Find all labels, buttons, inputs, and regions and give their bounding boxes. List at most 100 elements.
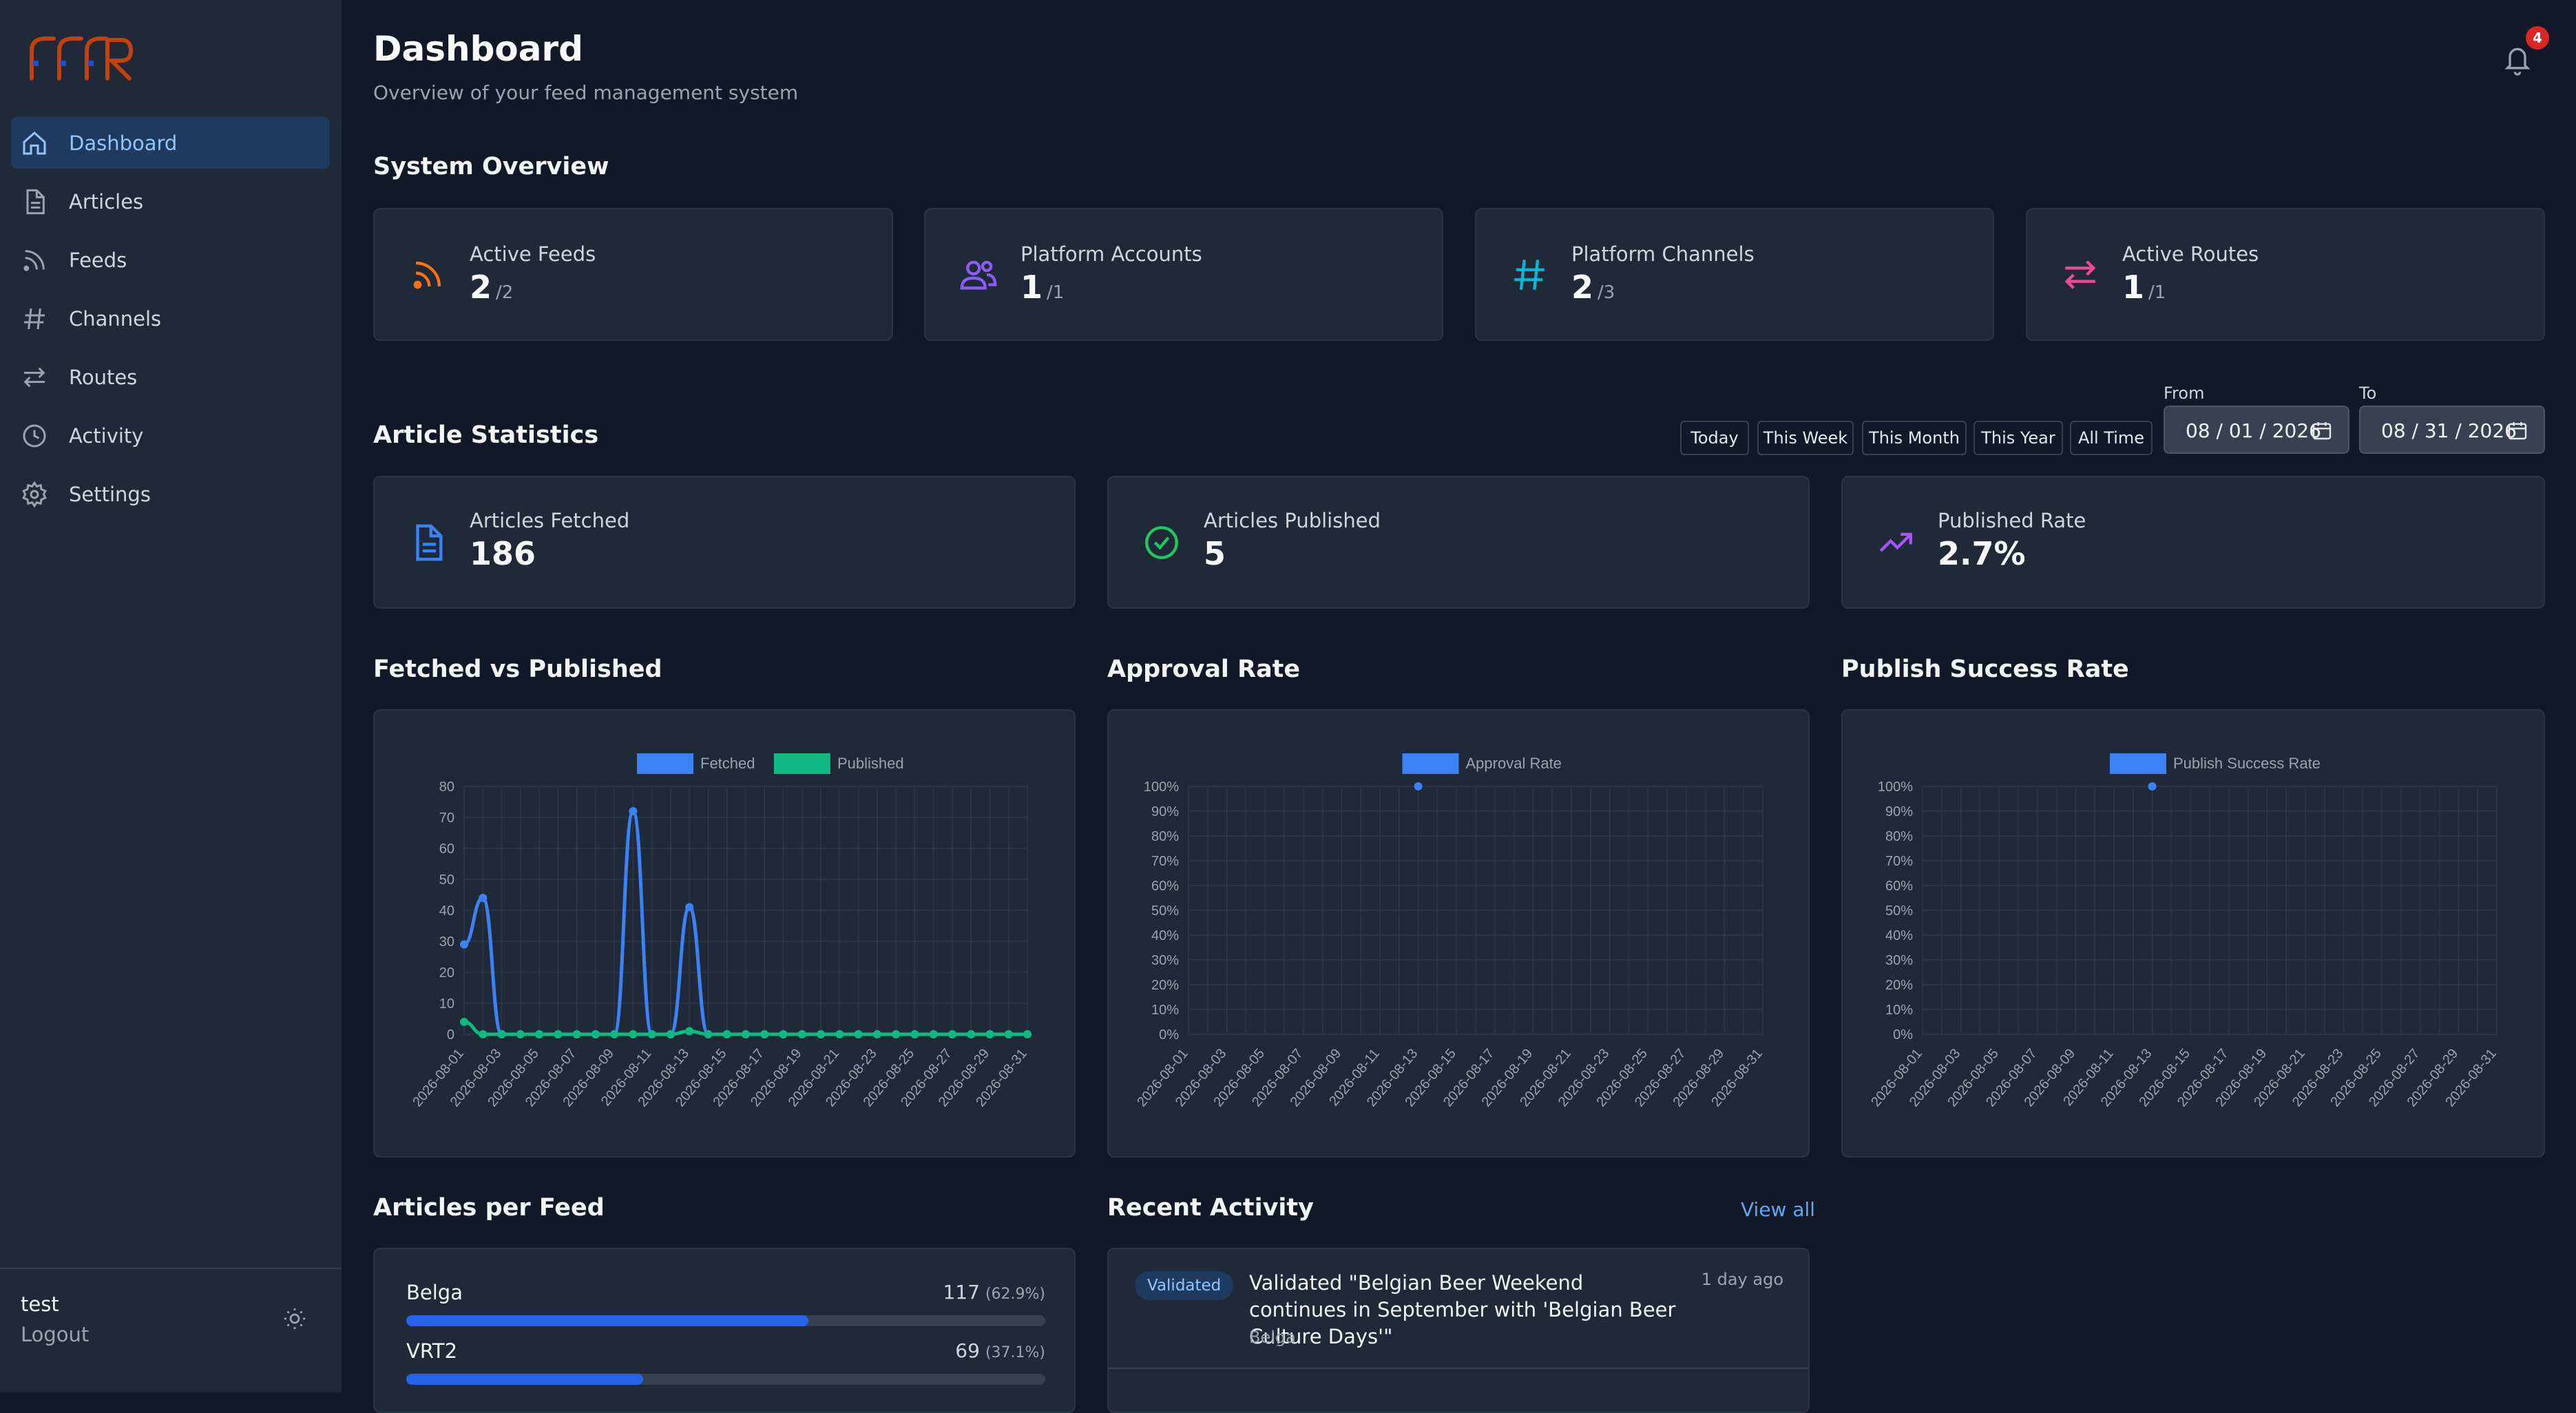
articles-per-feed-card: Belga 117 (62.9%) VRT2 69 (37.1%) xyxy=(373,1248,1076,1413)
recent-activity-title: Recent Activity xyxy=(1107,1194,1314,1222)
sidebar-item-activity[interactable]: Activity xyxy=(11,410,330,461)
y-tick-label: 20% xyxy=(1151,978,1179,993)
notification-badge: 4 xyxy=(2526,26,2549,50)
active-routes-card[interactable]: Active Routes 1/1 xyxy=(2026,208,2545,341)
card-value-total: /1 xyxy=(1047,282,1065,303)
y-tick-label: 80% xyxy=(1151,829,1179,844)
data-point xyxy=(666,1030,675,1038)
data-point xyxy=(929,1030,938,1038)
card-label: Platform Accounts xyxy=(1020,242,1202,266)
y-tick-label: 70% xyxy=(1151,854,1179,869)
range-week-button[interactable]: This Week xyxy=(1757,421,1854,455)
to-date-input[interactable]: 08 / 31 / 2026 xyxy=(2359,406,2545,454)
legend-swatch xyxy=(1402,753,1459,774)
data-point xyxy=(685,1027,694,1036)
card-value-total: /1 xyxy=(2148,282,2166,303)
card-label: Platform Channels xyxy=(1571,242,1755,266)
card-value: 2/2 xyxy=(470,269,513,306)
published-rate-card[interactable]: Published Rate 2.7% xyxy=(1841,476,2545,609)
trend-up-icon xyxy=(1879,532,1912,552)
sidebar-item-channels[interactable]: Channels xyxy=(11,293,330,344)
logout-link[interactable]: Logout xyxy=(21,1323,90,1346)
y-tick-label: 100% xyxy=(1144,779,1179,795)
articles-published-card[interactable]: Articles Published 5 xyxy=(1107,476,1810,609)
legend-label: Publish Success Rate xyxy=(2173,755,2321,772)
data-point xyxy=(760,1030,769,1038)
y-tick-label: 10% xyxy=(1151,1003,1179,1018)
page-title: Dashboard xyxy=(373,29,583,69)
data-point xyxy=(779,1030,788,1038)
feed-name: VRT2 xyxy=(406,1339,458,1363)
sidebar-item-routes[interactable]: Routes xyxy=(11,351,330,403)
y-tick-label: 0% xyxy=(1159,1027,1179,1043)
data-point xyxy=(460,1018,468,1026)
from-label: From xyxy=(2164,384,2205,403)
feed-count: 69 (37.1%) xyxy=(955,1339,1045,1362)
bell-icon[interactable] xyxy=(2502,43,2533,76)
y-tick-label: 50 xyxy=(439,872,454,888)
hash-icon xyxy=(24,308,45,330)
data-point xyxy=(1414,782,1423,791)
sidebar-item-feeds[interactable]: Feeds xyxy=(11,234,330,286)
data-point xyxy=(479,894,488,902)
feed-count-number: 117 xyxy=(943,1281,980,1304)
card-value-total: /2 xyxy=(496,282,514,303)
y-tick-label: 30% xyxy=(1151,953,1179,968)
platform-accounts-card[interactable]: Platform Accounts 1/1 xyxy=(924,208,1443,341)
articles-fetched-card[interactable]: Articles Fetched 186 xyxy=(373,476,1076,609)
sidebar-item-dashboard[interactable]: Dashboard xyxy=(11,117,330,169)
y-tick-label: 0 xyxy=(447,1027,454,1043)
document-icon xyxy=(26,189,45,215)
range-all-time-button[interactable]: All Time xyxy=(2070,421,2153,455)
card-label: Articles Published xyxy=(1204,509,1381,532)
calendar-icon[interactable] xyxy=(2311,419,2333,441)
range-year-button[interactable]: This Year xyxy=(1973,421,2063,455)
view-all-link[interactable]: View all xyxy=(1741,1198,1816,1221)
fetched-vs-published-chart: 0 10 20 30 40 50 60 70 80 2026-08-01 2026-08-03 202… xyxy=(373,709,1076,1158)
data-point xyxy=(460,940,468,949)
hash-icon xyxy=(1514,260,1544,290)
sidebar-item-label: Articles xyxy=(69,189,144,213)
to-label: To xyxy=(2359,384,2377,403)
data-point xyxy=(2148,782,2157,791)
sidebar-item-settings[interactable]: Settings xyxy=(11,468,330,520)
y-tick-label: 10% xyxy=(1885,1003,1913,1018)
y-tick-label: 40% xyxy=(1885,928,1913,943)
sidebar: Dashboard Articles Feeds Channels Routes… xyxy=(0,0,342,1392)
app-logo[interactable] xyxy=(26,30,136,85)
range-today-button[interactable]: Today xyxy=(1680,421,1749,455)
platform-channels-card[interactable]: Platform Channels 2/3 xyxy=(1475,208,1994,341)
sun-icon[interactable] xyxy=(282,1306,307,1331)
data-point xyxy=(629,807,638,815)
data-point xyxy=(591,1030,600,1038)
data-point xyxy=(610,1030,619,1038)
feed-progress-track xyxy=(406,1374,1045,1385)
data-point xyxy=(1023,1030,1032,1038)
activity-text[interactable]: Validated "Belgian Beer Weekend continue… xyxy=(1249,1271,1676,1348)
check-circle-icon xyxy=(1145,526,1178,559)
range-month-button[interactable]: This Month xyxy=(1862,421,1967,455)
feed-percent: (62.9%) xyxy=(985,1286,1045,1303)
approval-rate-svg: 0%10%20%30%40%50%60%70%80%90%100%2026-08… xyxy=(1134,753,1766,1110)
feed-percent: (37.1%) xyxy=(985,1344,1045,1361)
approval-rate-chart: 0% 10% 20% 30% 40% 50% 60% 70% 80% 90% 100% 2026-08… xyxy=(1107,709,1810,1158)
from-date-input[interactable]: 08 / 01 / 2026 xyxy=(2164,406,2349,454)
data-point xyxy=(742,1030,750,1038)
sidebar-item-articles[interactable]: Articles xyxy=(11,176,330,227)
active-feeds-card[interactable]: Active Feeds 2/2 xyxy=(373,208,893,341)
y-tick-label: 50% xyxy=(1151,903,1179,919)
data-point xyxy=(479,1030,488,1038)
data-point xyxy=(967,1030,976,1038)
card-value-number: 1 xyxy=(2122,269,2145,306)
y-tick-label: 50% xyxy=(1885,903,1913,919)
y-tick-label: 30 xyxy=(439,934,454,950)
data-point xyxy=(685,903,694,912)
feed-count: 117 (62.9%) xyxy=(943,1281,1045,1304)
arrows-exchange-icon xyxy=(23,367,45,388)
y-tick-label: 80 xyxy=(439,779,454,795)
card-value: 2.7% xyxy=(1938,535,2026,572)
calendar-icon[interactable] xyxy=(2506,419,2528,441)
data-point xyxy=(516,1030,525,1038)
feed-progress-fill xyxy=(406,1374,644,1385)
y-tick-label: 40 xyxy=(439,903,454,919)
